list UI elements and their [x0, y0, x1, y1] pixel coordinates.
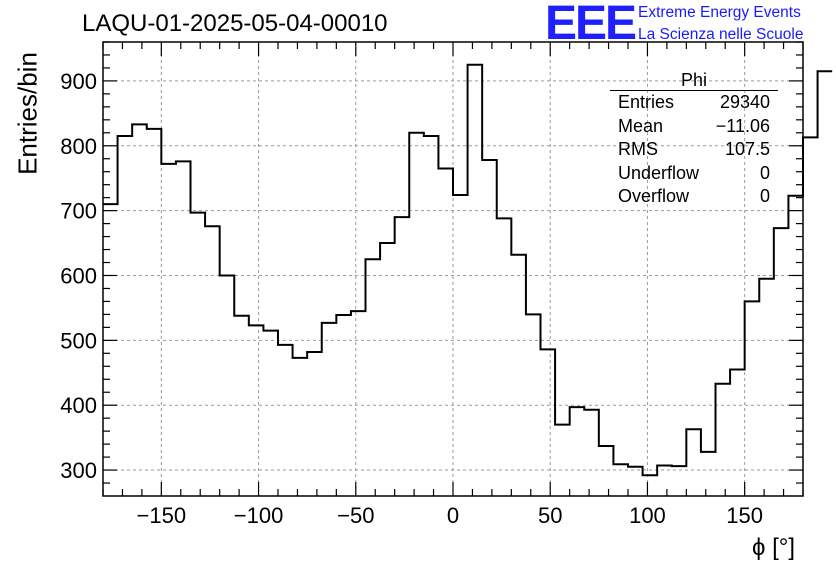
axis-ticks: [102, 41, 804, 496]
y-tick-label: 400: [60, 393, 97, 418]
stats-value: 29340: [719, 92, 770, 112]
x-tick-label: −50: [337, 503, 374, 528]
y-tick-label: 900: [60, 69, 97, 94]
x-axis-label: ϕ [°]: [752, 534, 796, 561]
y-tick-label: 500: [60, 328, 97, 353]
y-tick-label: 600: [60, 263, 97, 288]
x-tick-label: −100: [234, 503, 284, 528]
x-tick-label: −150: [137, 503, 187, 528]
stats-value: −11.06: [715, 115, 770, 136]
x-tick-label: 150: [726, 503, 763, 528]
x-tick-label: 0: [447, 503, 459, 528]
stats-row-mean: Mean −11.06: [610, 115, 778, 139]
histogram-series-line: [103, 63, 833, 477]
stats-label: Underflow: [618, 162, 700, 183]
stats-value: 107.5: [724, 139, 770, 159]
stats-label: Overflow: [618, 186, 690, 206]
eee-logo: EEE: [545, 0, 637, 50]
y-tick-label: 800: [60, 134, 97, 159]
stats-box: Phi Entries 29340 Mean −11.06 RMS 107.5 …: [610, 70, 778, 209]
x-tick-label: 50: [538, 503, 562, 528]
stats-row-entries: Entries 29340: [610, 91, 778, 115]
axis-tick-labels: −150 −100 −50 0 50 100 150 300 400 500 600 700 800 90…: [60, 69, 763, 528]
stats-value: 0: [759, 162, 770, 183]
chart-title: LAQU-01-2025-05-04-00010: [82, 10, 388, 37]
stats-row-overflow: Overflow 0: [610, 185, 778, 209]
logo-subtitle-1: Extreme Energy Events: [638, 4, 801, 21]
stats-row-underflow: Underflow 0: [610, 162, 778, 186]
y-tick-label: 300: [60, 458, 97, 483]
x-tick-label: 100: [629, 503, 666, 528]
logo-subtitle-2: La Scienza nelle Scuole: [638, 26, 804, 43]
stats-value: 0: [759, 186, 770, 206]
y-tick-label: 700: [60, 199, 97, 224]
stats-label: RMS: [618, 139, 658, 159]
stats-label: Entries: [618, 92, 675, 112]
stats-histogram-name: Phi: [610, 70, 778, 91]
y-axis-label: Entries/bin: [12, 52, 43, 175]
stats-label: Mean: [618, 115, 664, 136]
stats-row-rms: RMS 107.5: [610, 138, 778, 162]
